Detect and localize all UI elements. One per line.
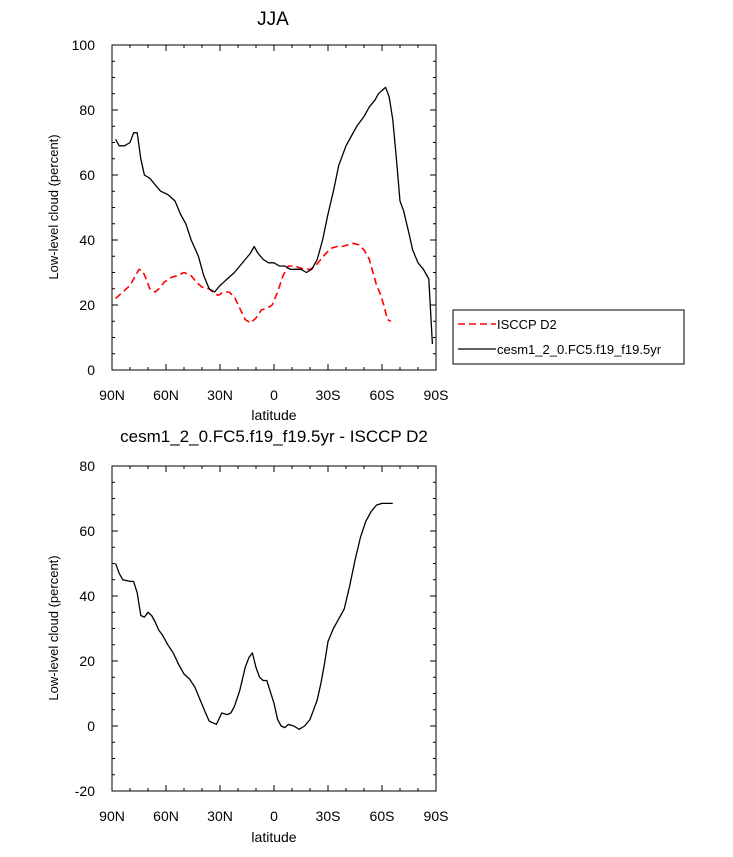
top-x-tick-label: 30S bbox=[316, 387, 341, 403]
top-y-tick-label: 40 bbox=[79, 232, 95, 248]
bottom-x-tick-label: 30N bbox=[207, 808, 233, 824]
top-x-tick-label: 30N bbox=[207, 387, 233, 403]
top-chart-title: JJA bbox=[257, 9, 289, 30]
top-y-tick-label: 60 bbox=[79, 167, 95, 183]
top-y-tick-label: 100 bbox=[72, 37, 96, 53]
bottom-y-axis-label: Low-level cloud (percent) bbox=[46, 555, 61, 700]
top-y-axis-label: Low-level cloud (percent) bbox=[46, 134, 61, 279]
bottom-y-tick-label: 80 bbox=[79, 458, 95, 474]
top-x-axis-label: latitude bbox=[251, 407, 296, 423]
top-plot-frame bbox=[111, 44, 437, 371]
bottom-x-tick-label: 90N bbox=[99, 808, 125, 824]
bottom-x-tick-label: 0 bbox=[270, 808, 278, 824]
legend-label-cesm: cesm1_2_0.FC5.f19_f19.5yr bbox=[497, 342, 662, 357]
top-x-tick-label: 60N bbox=[153, 387, 179, 403]
bottom-x-tick-label: 90S bbox=[424, 808, 449, 824]
bottom-series-line-difference bbox=[114, 502, 393, 730]
legend-label-isccp: ISCCP D2 bbox=[497, 317, 557, 332]
bottom-y-tick-label: -20 bbox=[75, 783, 95, 799]
bottom-y-tick-label: 40 bbox=[79, 588, 95, 604]
bottom-y-tick-label: 0 bbox=[87, 718, 95, 734]
top-x-tick-label: 60S bbox=[370, 387, 395, 403]
bottom-axis-ticks bbox=[111, 465, 437, 792]
top-panel: JJA Low-level cloud (percent) latitude 9… bbox=[46, 9, 448, 423]
top-y-tick-label: 80 bbox=[79, 102, 95, 118]
top-series-lines bbox=[115, 86, 434, 345]
bottom-x-tick-label: 60S bbox=[370, 808, 395, 824]
top-x-tick-label: 90N bbox=[99, 387, 125, 403]
top-y-tick-label: 0 bbox=[87, 362, 95, 378]
bottom-y-tick-label: 20 bbox=[79, 653, 95, 669]
bottom-panel: cesm1_2_0.FC5.f19_f19.5yr - ISCCP D2 Low… bbox=[46, 427, 448, 845]
top-x-tick-label: 90S bbox=[424, 387, 449, 403]
bottom-plot-frame bbox=[111, 465, 437, 792]
bottom-x-axis-label: latitude bbox=[251, 829, 296, 845]
bottom-y-tick-label: 60 bbox=[79, 523, 95, 539]
bottom-series-lines bbox=[114, 502, 393, 730]
top-series-line-isccp-d2 bbox=[115, 242, 392, 324]
bottom-tick-labels: 90N 60N 30N 0 30S 60S 90S -20 0 20 40 60 80 bbox=[75, 458, 449, 824]
top-y-tick-label: 20 bbox=[79, 297, 95, 313]
bottom-x-tick-label: 60N bbox=[153, 808, 179, 824]
top-series-line-cesm1-2-0-fc5-f19-f19-5yr bbox=[115, 86, 434, 345]
top-tick-labels: 90N 60N 30N 0 30S 60S 90S 0 20 40 60 80 100 bbox=[72, 37, 449, 403]
bottom-x-tick-label: 30S bbox=[316, 808, 341, 824]
bottom-chart-title: cesm1_2_0.FC5.f19_f19.5yr - ISCCP D2 bbox=[120, 427, 428, 446]
top-x-tick-label: 0 bbox=[270, 387, 278, 403]
legend-box bbox=[452, 309, 685, 365]
legend: ISCCP D2 cesm1_2_0.FC5.f19_f19.5yr bbox=[452, 309, 685, 365]
